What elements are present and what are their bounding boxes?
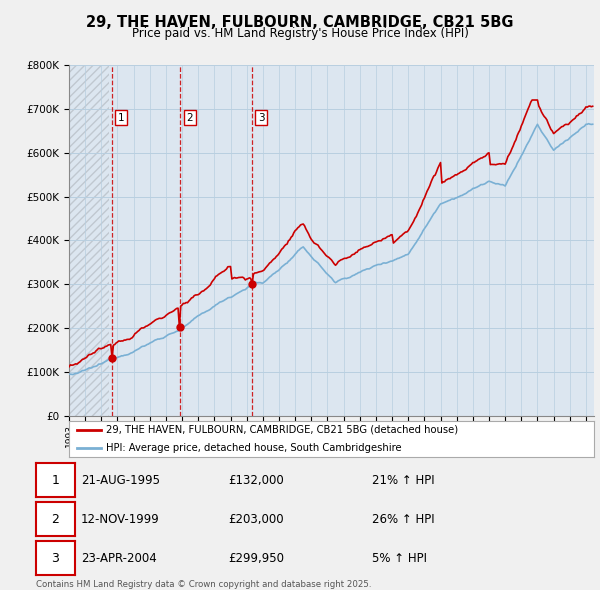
Text: 21-AUG-1995: 21-AUG-1995	[81, 474, 160, 487]
Text: 23-APR-2004: 23-APR-2004	[81, 552, 157, 565]
Text: £203,000: £203,000	[228, 513, 284, 526]
Text: HPI: Average price, detached house, South Cambridgeshire: HPI: Average price, detached house, Sout…	[106, 443, 401, 453]
Text: 5% ↑ HPI: 5% ↑ HPI	[372, 552, 427, 565]
Bar	[69, 65, 109, 416]
Text: 26% ↑ HPI: 26% ↑ HPI	[372, 513, 434, 526]
Text: 29, THE HAVEN, FULBOURN, CAMBRIDGE, CB21 5BG (detached house): 29, THE HAVEN, FULBOURN, CAMBRIDGE, CB21…	[106, 425, 458, 435]
Text: £299,950: £299,950	[228, 552, 284, 565]
Text: 3: 3	[258, 113, 265, 123]
Text: Contains HM Land Registry data © Crown copyright and database right 2025.
This d: Contains HM Land Registry data © Crown c…	[36, 580, 371, 590]
Text: 1: 1	[52, 474, 59, 487]
Text: £132,000: £132,000	[228, 474, 284, 487]
Text: 29, THE HAVEN, FULBOURN, CAMBRIDGE, CB21 5BG: 29, THE HAVEN, FULBOURN, CAMBRIDGE, CB21…	[86, 15, 514, 30]
Text: Price paid vs. HM Land Registry's House Price Index (HPI): Price paid vs. HM Land Registry's House …	[131, 27, 469, 40]
Text: 2: 2	[52, 513, 59, 526]
Text: 2: 2	[187, 113, 193, 123]
Text: 3: 3	[52, 552, 59, 565]
Text: 1: 1	[118, 113, 125, 123]
Text: 21% ↑ HPI: 21% ↑ HPI	[372, 474, 434, 487]
Text: 12-NOV-1999: 12-NOV-1999	[81, 513, 160, 526]
